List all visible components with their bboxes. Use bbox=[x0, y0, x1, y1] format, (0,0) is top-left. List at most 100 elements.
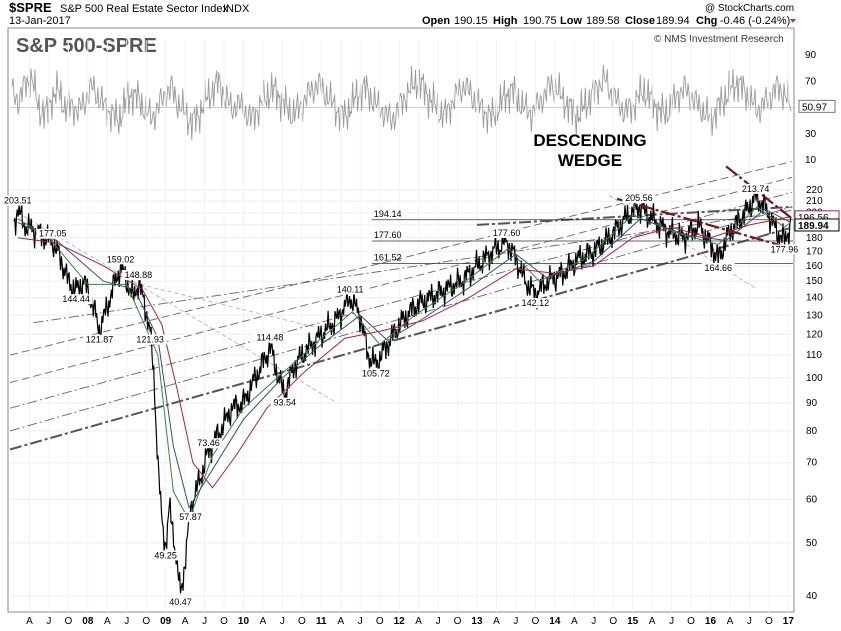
y-tick-label: 140 bbox=[806, 293, 823, 304]
x-tick-label: A bbox=[260, 616, 267, 626]
x-tick-label: O bbox=[609, 616, 617, 626]
pattern-label-line1: DESCENDING bbox=[533, 131, 646, 150]
oscillator-tick-label: 10 bbox=[805, 155, 817, 166]
date-label: 13-Jan-2017 bbox=[9, 15, 71, 27]
annotation-bg bbox=[103, 254, 138, 265]
price-annotation: 177.05 bbox=[39, 229, 67, 239]
y-tick-label: 210 bbox=[806, 196, 823, 207]
right-value-label: 196.56 bbox=[798, 213, 829, 224]
x-tick-label: 12 bbox=[394, 616, 406, 626]
x-tick-label: A bbox=[26, 616, 33, 626]
x-tick-label: J bbox=[436, 616, 441, 626]
annotation-bg bbox=[121, 269, 156, 280]
annotation-bg bbox=[194, 438, 223, 449]
high-label: High bbox=[493, 15, 518, 27]
x-tick-label: J bbox=[591, 616, 596, 626]
oscillator-current-badge bbox=[798, 99, 836, 113]
annotation-bg bbox=[166, 597, 195, 608]
trendline bbox=[126, 280, 345, 335]
annotation-bg bbox=[333, 284, 367, 295]
y-tick-label: 70 bbox=[806, 458, 818, 469]
annotation-bg bbox=[489, 227, 524, 238]
oscillator-panel: 907050301050.97 bbox=[10, 50, 836, 166]
y-tick-label: 220 bbox=[806, 185, 823, 196]
annotation-bg bbox=[622, 193, 656, 204]
x-tick-label: 17 bbox=[783, 616, 795, 626]
x-tick-label: O bbox=[64, 616, 72, 626]
annotation-bg bbox=[359, 368, 393, 379]
annotation-bg bbox=[133, 334, 167, 345]
price-annotation: 114.48 bbox=[257, 333, 284, 343]
right-value-badge bbox=[794, 218, 840, 232]
x-tick-label: A bbox=[182, 616, 189, 626]
price-annotation: 177.96 bbox=[771, 245, 799, 255]
x-tick-label: A bbox=[337, 616, 344, 626]
x-tick-label: J bbox=[280, 616, 285, 626]
annotation-bg bbox=[518, 298, 552, 309]
y-tick-label: 160 bbox=[806, 261, 823, 272]
x-tick-label: J bbox=[747, 616, 752, 626]
level-label: 161.52 bbox=[374, 253, 402, 263]
price-annotation: 73.46 bbox=[197, 438, 220, 448]
y-tick-label: 40 bbox=[806, 591, 818, 602]
x-tick-label: A bbox=[415, 616, 422, 626]
oscillator-line bbox=[11, 64, 792, 141]
y-tick-label: 110 bbox=[806, 350, 822, 361]
x-tick-label: O bbox=[687, 616, 695, 626]
y-tick-label: 130 bbox=[806, 310, 823, 321]
x-tick-label: O bbox=[298, 616, 306, 626]
y-tick-label: 170 bbox=[806, 246, 823, 257]
annotation-bg bbox=[151, 550, 180, 561]
x-tick-label: J bbox=[669, 616, 674, 626]
price-annotation: 49.25 bbox=[154, 550, 177, 560]
y-tick-label: 90 bbox=[806, 398, 818, 409]
trendline bbox=[9, 206, 793, 432]
price-annotation: 164.66 bbox=[705, 263, 733, 273]
annotation-bg bbox=[253, 332, 287, 343]
x-tick-label: J bbox=[124, 616, 129, 626]
low-value: 189.58 bbox=[586, 15, 620, 27]
price-line bbox=[13, 184, 792, 594]
annotation-bg bbox=[739, 183, 773, 194]
annotation-bg bbox=[767, 244, 802, 255]
price-annotation: 205.56 bbox=[625, 193, 653, 203]
chart-title: S&P 500-SPRE bbox=[16, 35, 157, 57]
price-annotation: 203.51 bbox=[4, 196, 32, 206]
price-annotation: 159.02 bbox=[107, 254, 135, 264]
x-tick-label: 14 bbox=[549, 616, 561, 626]
x-tick-label: O bbox=[765, 616, 773, 626]
ma-red-line bbox=[17, 216, 791, 489]
chg-value: -0.46 (-0.24%) bbox=[720, 15, 790, 27]
x-axis: A J O 08 A J O 09 A J O 10 A J O 11 A J O 12 A J O 13 A J O 14 A J O 15… bbox=[26, 616, 795, 627]
y-tick-label: 100 bbox=[806, 373, 823, 384]
header: $SPRE S&P 500 Real Estate Sector Index I… bbox=[9, 0, 796, 27]
annotation-bg bbox=[176, 512, 205, 523]
price-annotation: 140.11 bbox=[337, 284, 364, 294]
open-label: Open bbox=[422, 15, 450, 27]
x-tick-label: J bbox=[202, 616, 207, 626]
ma-blue-line bbox=[17, 208, 791, 509]
oscillator-tick-label: 90 bbox=[805, 50, 817, 61]
x-tick-label: A bbox=[727, 616, 734, 626]
trendline bbox=[9, 161, 793, 356]
x-tick-label: O bbox=[454, 616, 462, 626]
y-tick-label: 180 bbox=[806, 233, 823, 244]
price-annotation: 144.44 bbox=[62, 294, 90, 304]
y-tick-label: 80 bbox=[806, 426, 818, 437]
x-tick-label: 09 bbox=[160, 616, 172, 626]
wedge-line bbox=[616, 197, 793, 250]
trendline bbox=[9, 191, 793, 409]
annotation-bg bbox=[701, 263, 735, 274]
trendline bbox=[17, 212, 338, 404]
x-tick-label: A bbox=[649, 616, 656, 626]
down-arrow-icon bbox=[790, 19, 796, 23]
y-tick-label: 60 bbox=[806, 494, 818, 505]
price-annotation: 105.72 bbox=[362, 369, 390, 379]
ticker-symbol: $SPRE bbox=[9, 0, 52, 15]
source-credit: @ StockCharts.com bbox=[705, 3, 794, 14]
x-tick-label: 08 bbox=[82, 616, 94, 626]
x-tick-label: 16 bbox=[705, 616, 717, 626]
x-tick-label: A bbox=[571, 616, 578, 626]
